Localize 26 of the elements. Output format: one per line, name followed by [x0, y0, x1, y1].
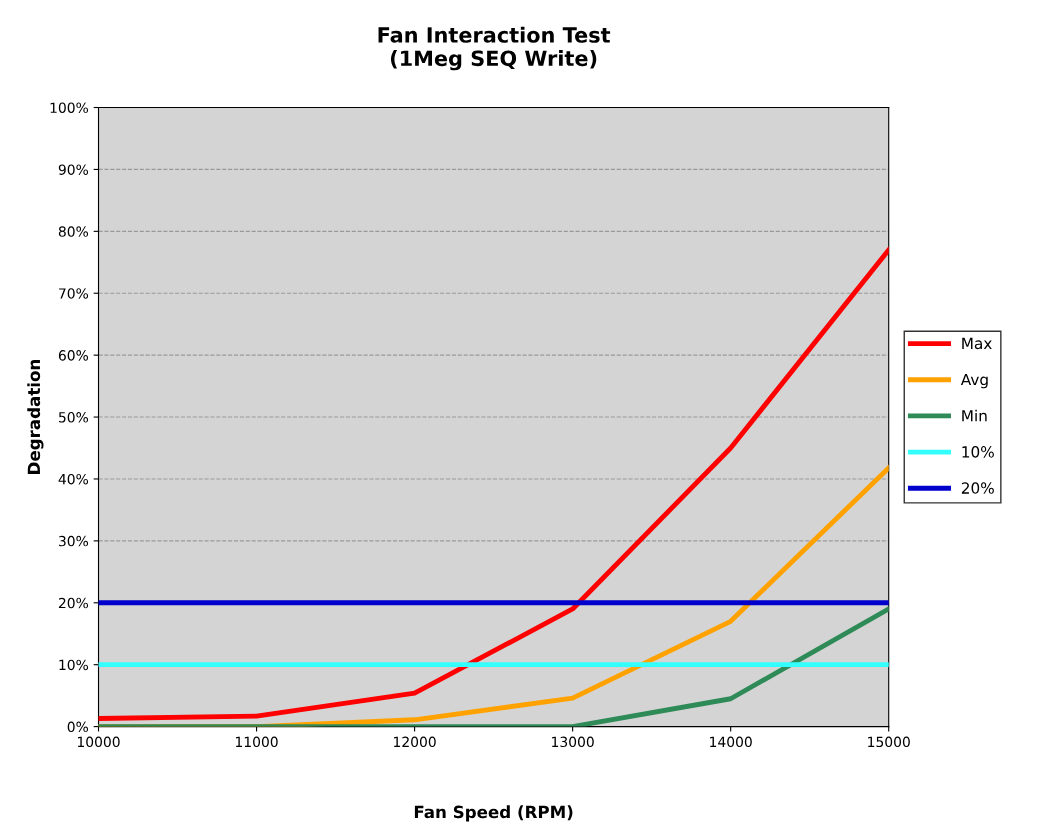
y-axis-title: Degradation	[27, 360, 44, 474]
x-tick-label: 11000	[235, 736, 278, 748]
y-tick-label: 10%	[59, 659, 89, 671]
x-tick-label: 13000	[552, 736, 594, 748]
legend-label: 20%	[961, 482, 994, 494]
y-tick-label: 70%	[59, 288, 89, 299]
legend-label: Avg	[960, 373, 988, 389]
chart-title: Fan Interaction Test (1Meg SEQ Write)	[378, 26, 611, 71]
x-tick-label: 10000	[77, 736, 120, 748]
legend-label: Max	[962, 337, 992, 350]
x-tick-label: 14000	[710, 736, 752, 748]
y-tick-label: 90%	[58, 164, 89, 175]
y-tick-label: 30%	[58, 535, 89, 547]
x-tick-label: 12000	[394, 736, 436, 748]
x-tick-label: 15000	[868, 736, 910, 748]
y-tick-label: 50%	[58, 412, 89, 423]
legend-label: Min	[962, 409, 987, 422]
y-tick-label: 80%	[58, 226, 89, 237]
y-tick-label: 20%	[58, 597, 89, 609]
x-axis-title: Fan Speed (RPM)	[414, 805, 573, 822]
y-tick-label: 0%	[67, 721, 89, 733]
y-tick-label: 60%	[58, 350, 89, 361]
line-series	[98, 247, 889, 721]
y-tick-label: 100%	[50, 102, 89, 113]
y-tick-label: 40%	[58, 473, 89, 485]
legend-label: 10%	[962, 446, 994, 458]
